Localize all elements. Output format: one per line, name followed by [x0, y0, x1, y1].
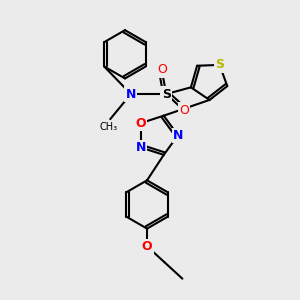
Text: N: N [126, 88, 136, 100]
Text: O: O [179, 104, 189, 117]
Text: O: O [157, 63, 167, 76]
Text: O: O [142, 240, 152, 253]
Text: O: O [135, 117, 146, 130]
Text: N: N [173, 129, 183, 142]
Text: CH₃: CH₃ [100, 122, 118, 132]
Text: S: S [215, 58, 224, 71]
Text: N: N [136, 141, 146, 154]
Text: S: S [162, 88, 171, 100]
